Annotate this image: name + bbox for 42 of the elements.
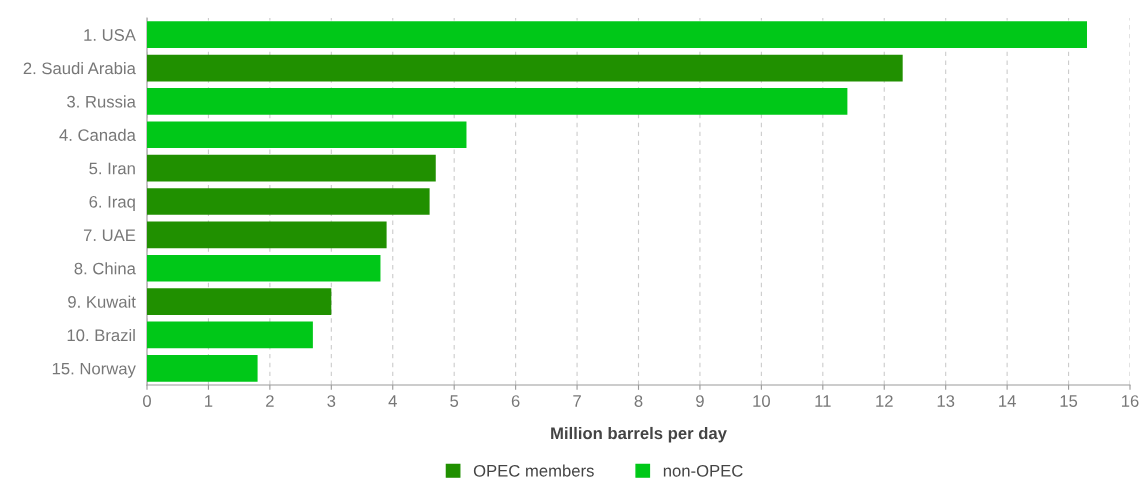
x-tick-label: 10 xyxy=(753,395,770,407)
x-tick-label: 16 xyxy=(1122,395,1139,407)
y-tick-label: 10. Brazil xyxy=(67,328,135,342)
x-tick-label: 11 xyxy=(815,395,831,407)
bar xyxy=(147,21,1087,49)
bar xyxy=(147,154,436,182)
x-tick-label: 5 xyxy=(450,395,459,407)
y-tick-label: 7. UAE xyxy=(83,229,136,242)
x-tick-label: 13 xyxy=(937,395,955,407)
bar xyxy=(147,354,258,382)
x-tick-label: 14 xyxy=(999,395,1016,407)
bar xyxy=(147,54,903,82)
y-tick-label: 1. USA xyxy=(84,29,136,41)
bar xyxy=(147,288,332,315)
legend-label: non-OPEC xyxy=(663,464,743,477)
x-tick-label: 6 xyxy=(511,395,520,407)
y-tick-label: 5. Iran xyxy=(89,162,135,175)
x-tick-label: 9 xyxy=(696,395,704,407)
bar xyxy=(147,321,313,349)
x-tick-label: 7 xyxy=(573,395,581,407)
y-tick-label: 4. Canada xyxy=(59,128,136,141)
x-tick-label: 8 xyxy=(634,395,643,407)
y-tick-label: 2. Saudi Arabia xyxy=(23,62,136,75)
x-tick-label: 4 xyxy=(388,395,397,407)
x-tick-label: 12 xyxy=(876,395,893,407)
x-tick-label: 2 xyxy=(266,395,274,407)
y-tick-label: 9. Kuwait xyxy=(68,295,136,308)
x-axis-title: Million barrels per day xyxy=(551,426,727,443)
x-tick-label: 0 xyxy=(143,395,151,407)
y-tick-label: 3. Russia xyxy=(67,95,136,108)
x-tick-label: 15 xyxy=(1060,395,1078,407)
x-tick-label: 1 xyxy=(205,395,213,407)
bar xyxy=(147,88,848,115)
bar xyxy=(147,121,467,149)
bar xyxy=(147,188,430,215)
x-tick-label: 3 xyxy=(327,395,336,407)
bar xyxy=(147,254,381,282)
y-tick-label: 6. Iraq xyxy=(89,195,135,211)
legend-label: OPEC members xyxy=(473,464,594,477)
y-tick-label: 8. China xyxy=(74,262,136,275)
bar xyxy=(147,221,387,249)
y-tick-label: 15. Norway xyxy=(52,362,136,378)
